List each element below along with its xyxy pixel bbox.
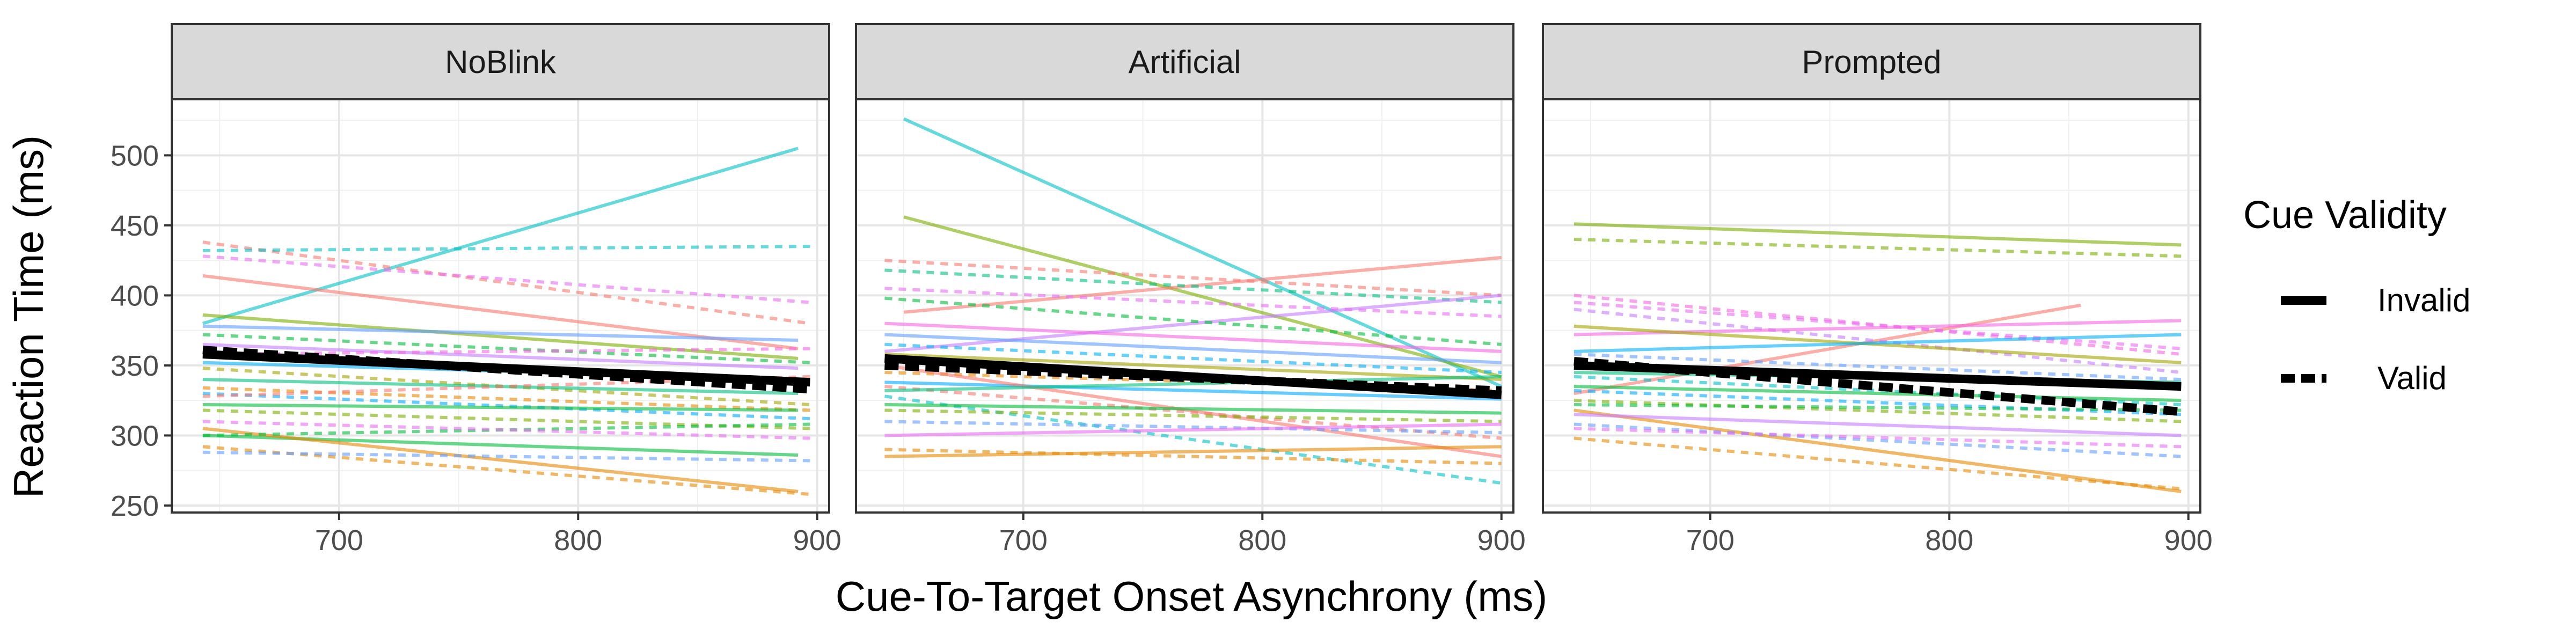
legend-title: Cue Validity [2243,194,2447,237]
participant-line [884,375,1502,392]
participant-line [1574,238,2182,258]
participant-line [884,294,1502,353]
participant-lines [884,117,1502,485]
participant-line [903,117,1502,388]
participant-line [1574,413,2182,437]
panel-border [855,98,1514,514]
legend-label-valid: Valid [2377,360,2447,396]
mean-line-invalid [202,350,810,387]
participant-line [1574,303,2081,396]
x-tick-label: 800 [1925,524,1973,557]
legend-label-invalid: Invalid [2377,282,2470,318]
participant-line [202,420,810,440]
participant-line [884,380,1502,401]
participant-line [1574,422,2182,458]
participant-line [202,313,799,360]
participant-line [202,254,810,304]
participant-line [884,342,1502,374]
participant-line [1574,375,2182,407]
participant-line [202,347,810,356]
facet-strip-label: Prompted [1802,44,1941,80]
participant-line [884,259,1502,297]
x-tick-label: 700 [315,524,363,557]
participant-line [202,367,810,407]
y-axis-title: Reaction Time (ms) [5,135,52,498]
participant-line [884,420,1502,435]
participant-line [1574,222,2182,247]
participant-line [202,427,799,493]
participant-line [1574,308,2182,374]
participant-line [202,342,799,370]
participant-line [884,385,1502,440]
participant-line [1574,385,2182,402]
participant-line [903,215,1502,378]
facet-strip [171,23,830,100]
participant-line [884,296,1502,346]
x-tick-label: 800 [1238,524,1286,557]
participant-line [1574,294,2182,356]
participant-line [202,245,810,252]
y-tick-label: 250 [111,490,159,522]
x-tick-label: 700 [999,524,1048,557]
participant-line [884,422,1502,437]
panel-border [171,98,830,514]
participant-lines [1574,222,2182,493]
x-tick-label: 800 [554,524,602,557]
facet-strip [855,23,1514,100]
panel-border [1542,98,2201,514]
facet-panel: NoBlink 700 800 900 [171,23,841,557]
y-tick-label: 400 [111,280,159,312]
x-tick-label: 900 [2164,524,2213,557]
mean-line-valid [884,361,1502,395]
facet-panel: Artificial 700 800 900 [855,23,1526,557]
participant-line [202,422,810,437]
plot-background [172,99,829,513]
participant-line [884,408,1502,423]
participant-line [1574,353,2182,382]
x-axis-title: Cue-To-Target Onset Asynchrony (ms) [836,573,1547,620]
mean-line-invalid [1574,361,2182,391]
participant-line [202,324,799,342]
participant-line [903,255,1502,314]
participant-line [1574,399,2182,423]
participant-line [202,403,799,412]
legend: Cue Validity Invalid Valid [2243,194,2470,396]
participant-line [884,287,1502,318]
x-tick-label: 700 [1686,524,1735,557]
participant-line [1574,408,2182,493]
participant-line [202,240,810,325]
participant-line [202,333,810,364]
participant-line [884,445,1502,458]
participant-line [1574,301,2182,350]
participant-lines [202,147,810,496]
facet-strip-label: Artificial [1128,44,1241,80]
facet-panel: Prompted 700 800 900 [1542,23,2213,557]
participant-line [884,333,1502,364]
participant-line [1574,436,2182,491]
participant-line [1574,333,2182,353]
facet-strip-label: NoBlink [445,44,557,80]
participant-line [202,147,799,325]
x-tick-label: 900 [793,524,841,557]
participant-line [1574,403,2182,412]
y-tick-label: 500 [111,140,159,172]
participant-line [1574,427,2182,449]
participant-line [884,448,1502,465]
participant-line [884,268,1502,304]
y-tick-label: 300 [111,420,159,452]
y-tick-label: 450 [111,210,159,242]
participant-line [884,353,1502,382]
x-tick-label: 900 [1477,524,1526,557]
y-tick-label: 350 [111,350,159,382]
participant-line [202,450,810,463]
participant-line [884,403,1502,415]
y-axis: 250 300 350 400 450 500 [111,140,172,522]
participant-line [202,392,810,421]
participant-line [884,321,1502,353]
